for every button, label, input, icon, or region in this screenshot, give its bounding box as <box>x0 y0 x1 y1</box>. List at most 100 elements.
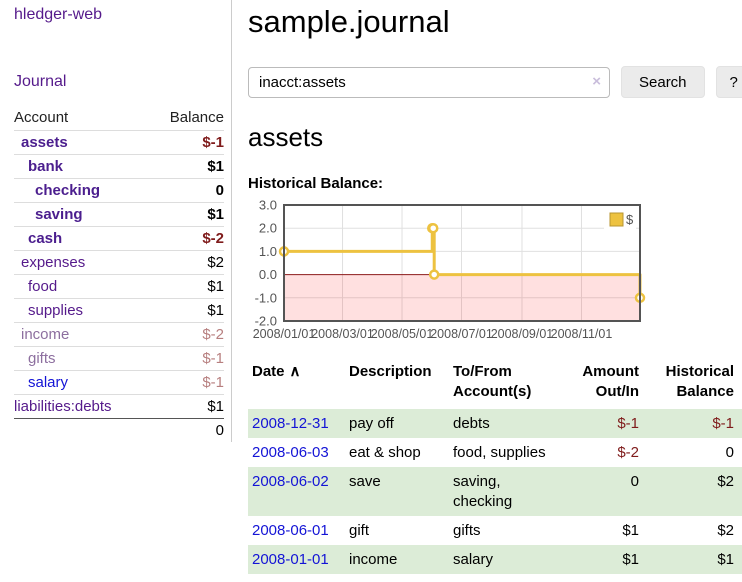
transaction-description: income <box>345 545 449 574</box>
account-row: saving $1 <box>14 203 224 227</box>
transaction-amount: $1 <box>569 545 647 574</box>
account-balance: $1 <box>149 155 224 179</box>
transaction-amount: $-2 <box>569 438 647 467</box>
transaction-balance: $-1 <box>647 409 742 438</box>
svg-text:-1.0: -1.0 <box>255 290 277 305</box>
accounts-header-balance: Balance <box>149 106 224 131</box>
account-balance: $1 <box>149 275 224 299</box>
account-heading: assets <box>248 122 742 153</box>
transaction-accounts: gifts <box>449 516 569 545</box>
account-row: income $-2 <box>14 323 224 347</box>
accounts-table: Account Balance assets $-1 bank $1 checking 0… <box>14 106 224 442</box>
help-button[interactable]: ? <box>716 66 742 98</box>
svg-text:2008/03/01: 2008/03/01 <box>311 327 374 341</box>
nav-journal-link[interactable]: Journal <box>14 73 224 91</box>
account-link[interactable]: expenses <box>14 254 85 271</box>
account-balance: 0 <box>149 179 224 203</box>
page-title: sample.journal <box>248 4 742 40</box>
account-balance: $-1 <box>149 371 224 395</box>
register-row: 2008-01-01incomesalary$1$1 <box>248 545 742 574</box>
account-balance: $-1 <box>149 347 224 371</box>
account-row: food $1 <box>14 275 224 299</box>
account-balance: $1 <box>149 203 224 227</box>
transaction-date-link[interactable]: 2008-06-02 <box>252 473 329 490</box>
transaction-accounts: food, supplies <box>449 438 569 467</box>
historical-balance-chart: $3.02.01.00.0-1.0-2.02008/01/012008/03/0… <box>248 201 648 343</box>
account-link[interactable]: supplies <box>14 302 83 319</box>
transaction-accounts: saving, checking <box>449 467 569 516</box>
svg-text:3.0: 3.0 <box>259 198 277 213</box>
transaction-date-link[interactable]: 2008-06-01 <box>252 522 329 539</box>
accounts-total: 0 <box>149 419 224 443</box>
account-link[interactable]: bank <box>14 158 63 175</box>
account-row: liabilities:debts $1 <box>14 395 224 419</box>
account-row: checking 0 <box>14 179 224 203</box>
account-link[interactable]: checking <box>14 182 100 199</box>
account-link[interactable]: gifts <box>14 350 56 367</box>
svg-text:2008/11/01: 2008/11/01 <box>551 327 613 341</box>
accounts-header-account: Account <box>14 106 149 131</box>
transaction-balance: $2 <box>647 467 742 516</box>
transaction-description: eat & shop <box>345 438 449 467</box>
account-link[interactable]: liabilities:debts <box>14 398 112 415</box>
svg-text:1.0: 1.0 <box>259 244 277 259</box>
account-balance: $1 <box>149 299 224 323</box>
account-row: bank $1 <box>14 155 224 179</box>
app-title-link[interactable]: hledger-web <box>14 6 224 24</box>
account-row: cash $-2 <box>14 227 224 251</box>
account-balance: $-2 <box>149 323 224 347</box>
search-form: × Search ? <box>248 66 742 98</box>
sidebar: hledger-web Journal Account Balance asse… <box>0 0 232 442</box>
transaction-balance: $1 <box>647 545 742 574</box>
transaction-accounts: salary <box>449 545 569 574</box>
account-link[interactable]: assets <box>14 134 68 151</box>
register-header-amount: Amount Out/In <box>569 360 647 409</box>
svg-text:2.0: 2.0 <box>259 221 277 236</box>
search-input[interactable] <box>248 67 610 98</box>
search-button[interactable]: Search <box>621 66 705 98</box>
account-balance: $2 <box>149 251 224 275</box>
register-row: 2008-06-03 eat & shopfood, supplies$-20 <box>248 438 742 467</box>
account-link[interactable]: income <box>14 326 69 343</box>
accounts-total-row: 0 <box>14 419 224 443</box>
transaction-amount: $1 <box>569 516 647 545</box>
transaction-description: save <box>345 467 449 516</box>
account-balance: $-1 <box>149 131 224 155</box>
account-row: assets $-1 <box>14 131 224 155</box>
transaction-balance: $2 <box>647 516 742 545</box>
account-row: expenses $2 <box>14 251 224 275</box>
transaction-amount: $-1 <box>569 409 647 438</box>
register-header-balance: Historical Balance <box>647 360 742 409</box>
svg-text:2008/07/01: 2008/07/01 <box>430 327 493 341</box>
clear-search-icon[interactable]: × <box>592 73 601 90</box>
register-row: 2008-12-31pay offdebts$-1$-1 <box>248 409 742 438</box>
transaction-date-link[interactable]: 2008-01-01 <box>252 551 329 568</box>
chart-title: Historical Balance: <box>248 175 742 192</box>
svg-text:$: $ <box>626 212 634 227</box>
transaction-balance: 0 <box>647 438 742 467</box>
account-link[interactable]: salary <box>14 374 68 391</box>
register-header-date[interactable]: Date∧ <box>248 360 345 409</box>
account-balance: $-2 <box>149 227 224 251</box>
search-input-wrap: × <box>248 67 610 98</box>
transaction-description: pay off <box>345 409 449 438</box>
register-table: Date∧ Description To/From Account(s) Amo… <box>248 360 742 574</box>
svg-text:2008/01/01: 2008/01/01 <box>253 327 316 341</box>
account-link[interactable]: saving <box>14 206 83 223</box>
account-link[interactable]: cash <box>14 230 62 247</box>
svg-text:2008/05/01: 2008/05/01 <box>371 327 434 341</box>
transaction-date-link[interactable]: 2008-12-31 <box>252 415 329 432</box>
register-header-description: Description <box>345 360 449 409</box>
transaction-date-link[interactable]: 2008-06-03 <box>252 444 329 461</box>
page: hledger-web Journal Account Balance asse… <box>0 0 742 574</box>
account-link[interactable]: food <box>14 278 57 295</box>
register-header-accounts: To/From Account(s) <box>449 360 569 409</box>
account-row: salary $-1 <box>14 371 224 395</box>
account-balance: $1 <box>149 395 224 419</box>
register-row: 2008-06-01giftgifts$1$2 <box>248 516 742 545</box>
transaction-accounts: debts <box>449 409 569 438</box>
sort-ascending-icon: ∧ <box>290 363 301 380</box>
svg-text:0.0: 0.0 <box>259 267 277 282</box>
account-row: supplies $1 <box>14 299 224 323</box>
register-row: 2008-06-02savesaving, checking0$2 <box>248 467 742 516</box>
